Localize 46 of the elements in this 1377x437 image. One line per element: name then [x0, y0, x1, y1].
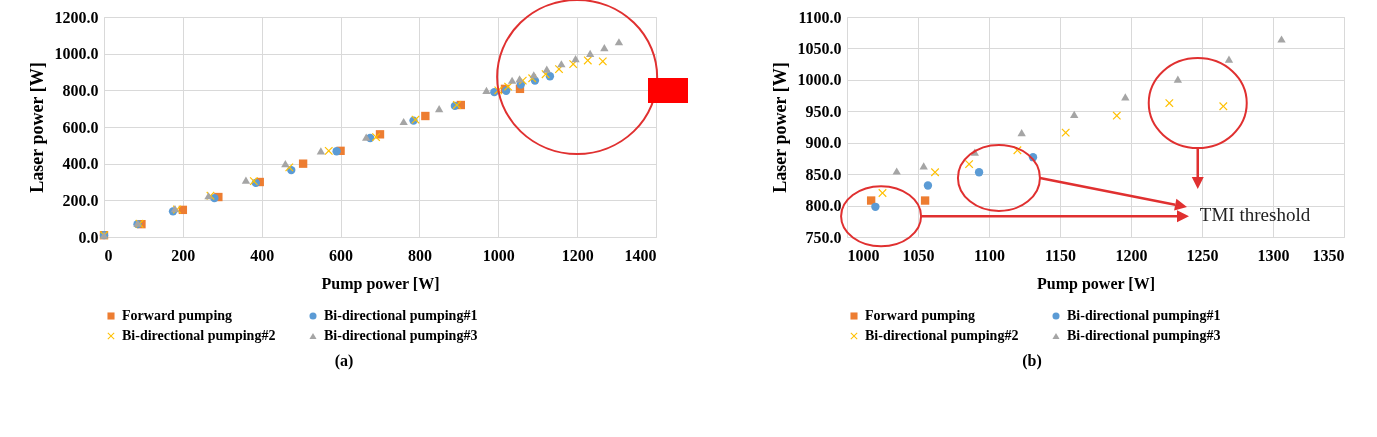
annotation: TMI threshold [1199, 204, 1311, 225]
x-axis-title: Pump power [W] [321, 274, 440, 293]
y-tick-label: 800.0 [805, 197, 842, 215]
text: (a) [333, 352, 355, 370]
y-tick-label: 900.0 [805, 134, 842, 152]
y-axis-title: Laser power [W] [26, 62, 47, 193]
x-tick-label: 1200 [1115, 246, 1148, 264]
x-tick-label: 1000 [847, 246, 880, 264]
y-tick-label: 1050.0 [797, 39, 842, 57]
y-tick-label: 850.0 [805, 165, 842, 183]
legend-label: Bi-directional pumping#3 [1067, 328, 1221, 343]
x-axis-title: Pump power [W] [1037, 274, 1155, 293]
y-tick-label: 800.0 [62, 81, 99, 99]
y-tick-label: 0.0 [78, 228, 99, 246]
y-tick-label: 1000.0 [54, 45, 99, 63]
x-tick-label: 1200 [561, 246, 594, 264]
x-tick-label: 0 [104, 246, 113, 264]
x-tick-label: 200 [171, 246, 196, 264]
y-axis-title: Laser power [W] [769, 62, 790, 193]
x-tick-label: 1250 [1186, 246, 1219, 264]
y-tick-label: 1000.0 [797, 71, 842, 89]
y-tick-label: 400.0 [62, 155, 99, 173]
legend-label: Bi-directional pumping#2 [865, 328, 1019, 343]
text: (b) [1021, 352, 1043, 370]
y-tick-label: 200.0 [62, 191, 99, 209]
x-tick-label: 800 [407, 246, 432, 264]
legend-label: Bi-directional pumping#1 [1067, 308, 1221, 323]
y-tick-label: 1100.0 [798, 8, 842, 26]
x-tick-label: 1350 [1312, 246, 1345, 264]
y-tick-label: 1200.0 [54, 8, 99, 26]
y-tick-label: 950.0 [805, 102, 842, 120]
x-tick-label: 1300 [1257, 246, 1290, 264]
legend-label: Forward pumping [865, 308, 976, 323]
x-tick-label: 400 [250, 246, 275, 264]
y-tick-label: 600.0 [62, 118, 99, 136]
x-tick-label: 1050 [902, 246, 935, 264]
y-tick-label: 750.0 [805, 228, 842, 246]
x-tick-label: 1400 [624, 246, 657, 264]
x-tick-label: 600 [329, 246, 354, 264]
legend-label: Bi-directional pumping#3 [324, 328, 478, 343]
legend-label: Forward pumping [122, 308, 233, 323]
x-tick-label: 1150 [1044, 246, 1077, 264]
x-tick-label: 1000 [482, 246, 515, 264]
x-tick-label: 1100 [973, 246, 1006, 264]
legend-label: Bi-directional pumping#1 [324, 308, 478, 323]
legend-label: Bi-directional pumping#2 [122, 328, 276, 343]
